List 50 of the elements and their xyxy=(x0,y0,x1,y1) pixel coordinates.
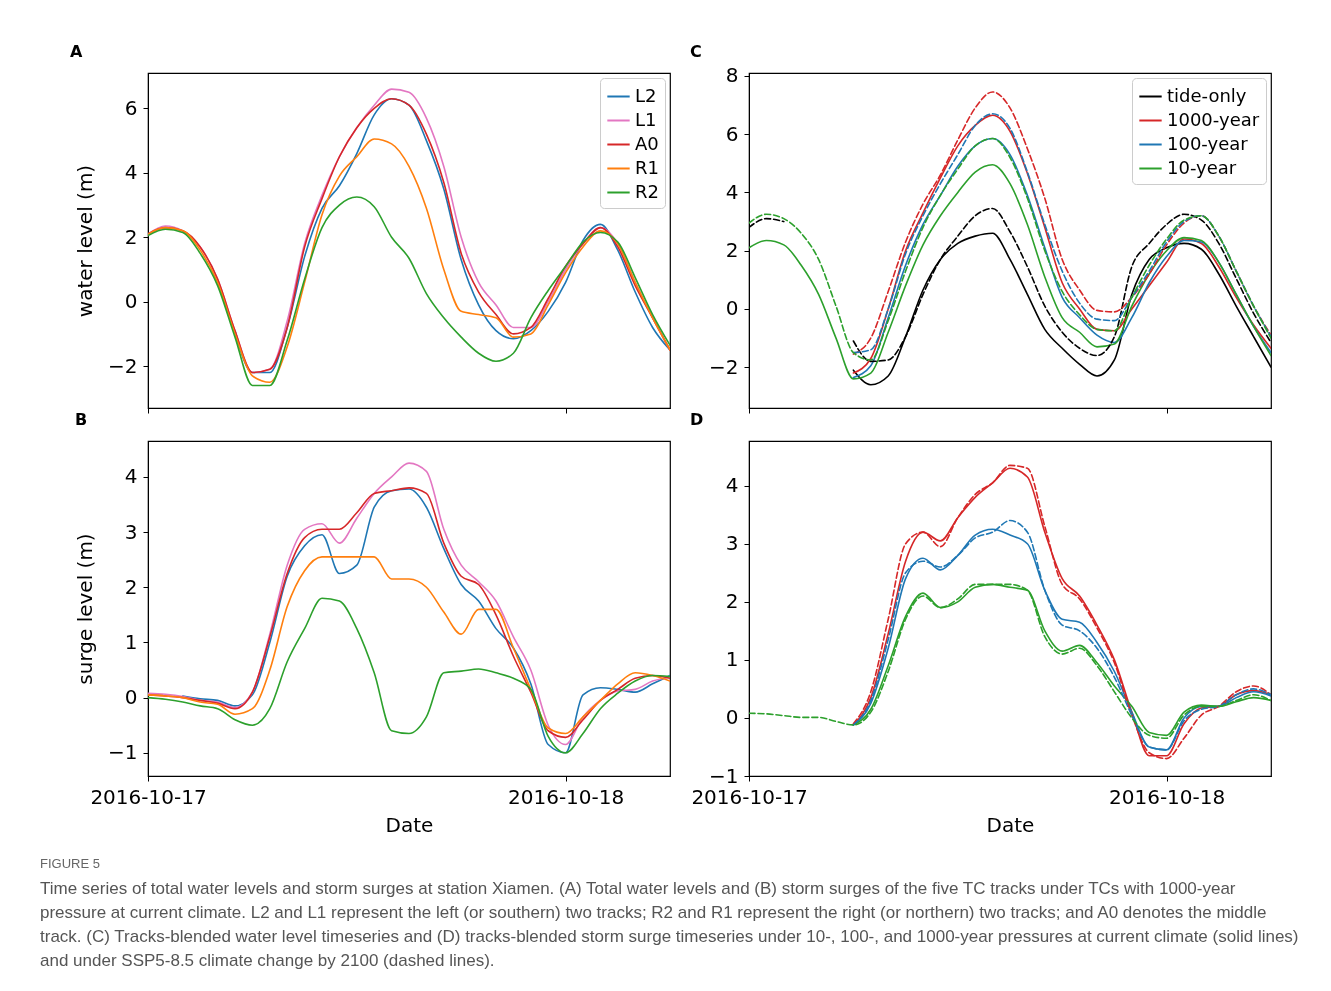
y-tick-label: 4 xyxy=(725,473,739,498)
chart-title: A xyxy=(70,42,83,61)
line-series xyxy=(749,137,1271,361)
chart-title: C xyxy=(690,42,702,61)
y-axis-title: surge level (m) xyxy=(73,533,98,685)
legend-label: L1 xyxy=(635,108,657,130)
y-tick-label: 1 xyxy=(725,647,739,672)
legend-label: tide-only xyxy=(1167,84,1247,106)
y-tick-label: 4 xyxy=(725,179,739,204)
y-tick-label: 2 xyxy=(124,224,138,249)
x-tick-label: 2016-10-17 xyxy=(90,784,207,809)
y-tick-label: 4 xyxy=(124,464,138,489)
y-tick-label: 6 xyxy=(725,121,739,146)
y-tick-label: −2 xyxy=(108,353,138,378)
y-tick-label: 1 xyxy=(124,629,138,654)
y-tick-label: 0 xyxy=(124,685,138,710)
y-tick-label: 4 xyxy=(124,160,138,185)
y-axis-title: water level (m) xyxy=(73,164,98,318)
y-tick-label: 0 xyxy=(124,289,138,314)
x-axis-title: Date xyxy=(986,812,1035,837)
legend-label: R2 xyxy=(635,180,659,202)
chart-title: B xyxy=(75,410,88,429)
x-tick-label: 2016-10-18 xyxy=(1108,784,1226,809)
y-tick-label: 0 xyxy=(725,296,739,321)
x-tick-label: 2016-10-18 xyxy=(507,784,625,809)
y-tick-label: 3 xyxy=(124,519,138,544)
y-tick-label: 2 xyxy=(124,574,138,599)
y-tick-label: 3 xyxy=(725,531,739,556)
y-tick-label: −1 xyxy=(108,740,138,765)
y-tick-label: 2 xyxy=(725,589,739,614)
legend-label: 10-year xyxy=(1167,156,1237,178)
legend-label: L2 xyxy=(635,84,657,106)
line-series xyxy=(148,196,670,387)
x-axis-title: Date xyxy=(385,812,434,837)
legend-label: R1 xyxy=(635,156,659,178)
y-tick-label: −2 xyxy=(709,354,739,379)
legend-label: 1000-year xyxy=(1167,108,1260,130)
line-series xyxy=(148,556,670,735)
caption: FIGURE 5 xyxy=(40,856,101,871)
y-tick-label: 0 xyxy=(725,705,739,730)
line-series xyxy=(749,163,1271,380)
line-series xyxy=(148,138,670,384)
text: Time series of total water levels and storm surges at station Xiamen. (A) Total water levels and (B) storm surges of the five TC tracks under TCs with 1000-year pressure at current climate. L2 and L1 represent the left (or southern) two tracks; R2 and R1 represent the right (or northern) two tracks; and A0 denotes the middle track. (C) Tracks-blended water level timeseries and (D) tracks-blended storm surge timeseries under 10-, 100-, and 1000-year pressures at current climate (solid lines) and under SSP5-8.5 climate change by 2100 (dashed lines). xyxy=(40,878,1300,972)
legend-label: 100-year xyxy=(1167,132,1249,154)
y-tick-label: 6 xyxy=(124,95,138,120)
legend-label: A0 xyxy=(635,132,659,154)
y-tick-label: 8 xyxy=(725,63,739,88)
line-series xyxy=(148,597,670,754)
y-tick-label: 2 xyxy=(725,238,739,263)
chart-title: D xyxy=(690,410,704,429)
